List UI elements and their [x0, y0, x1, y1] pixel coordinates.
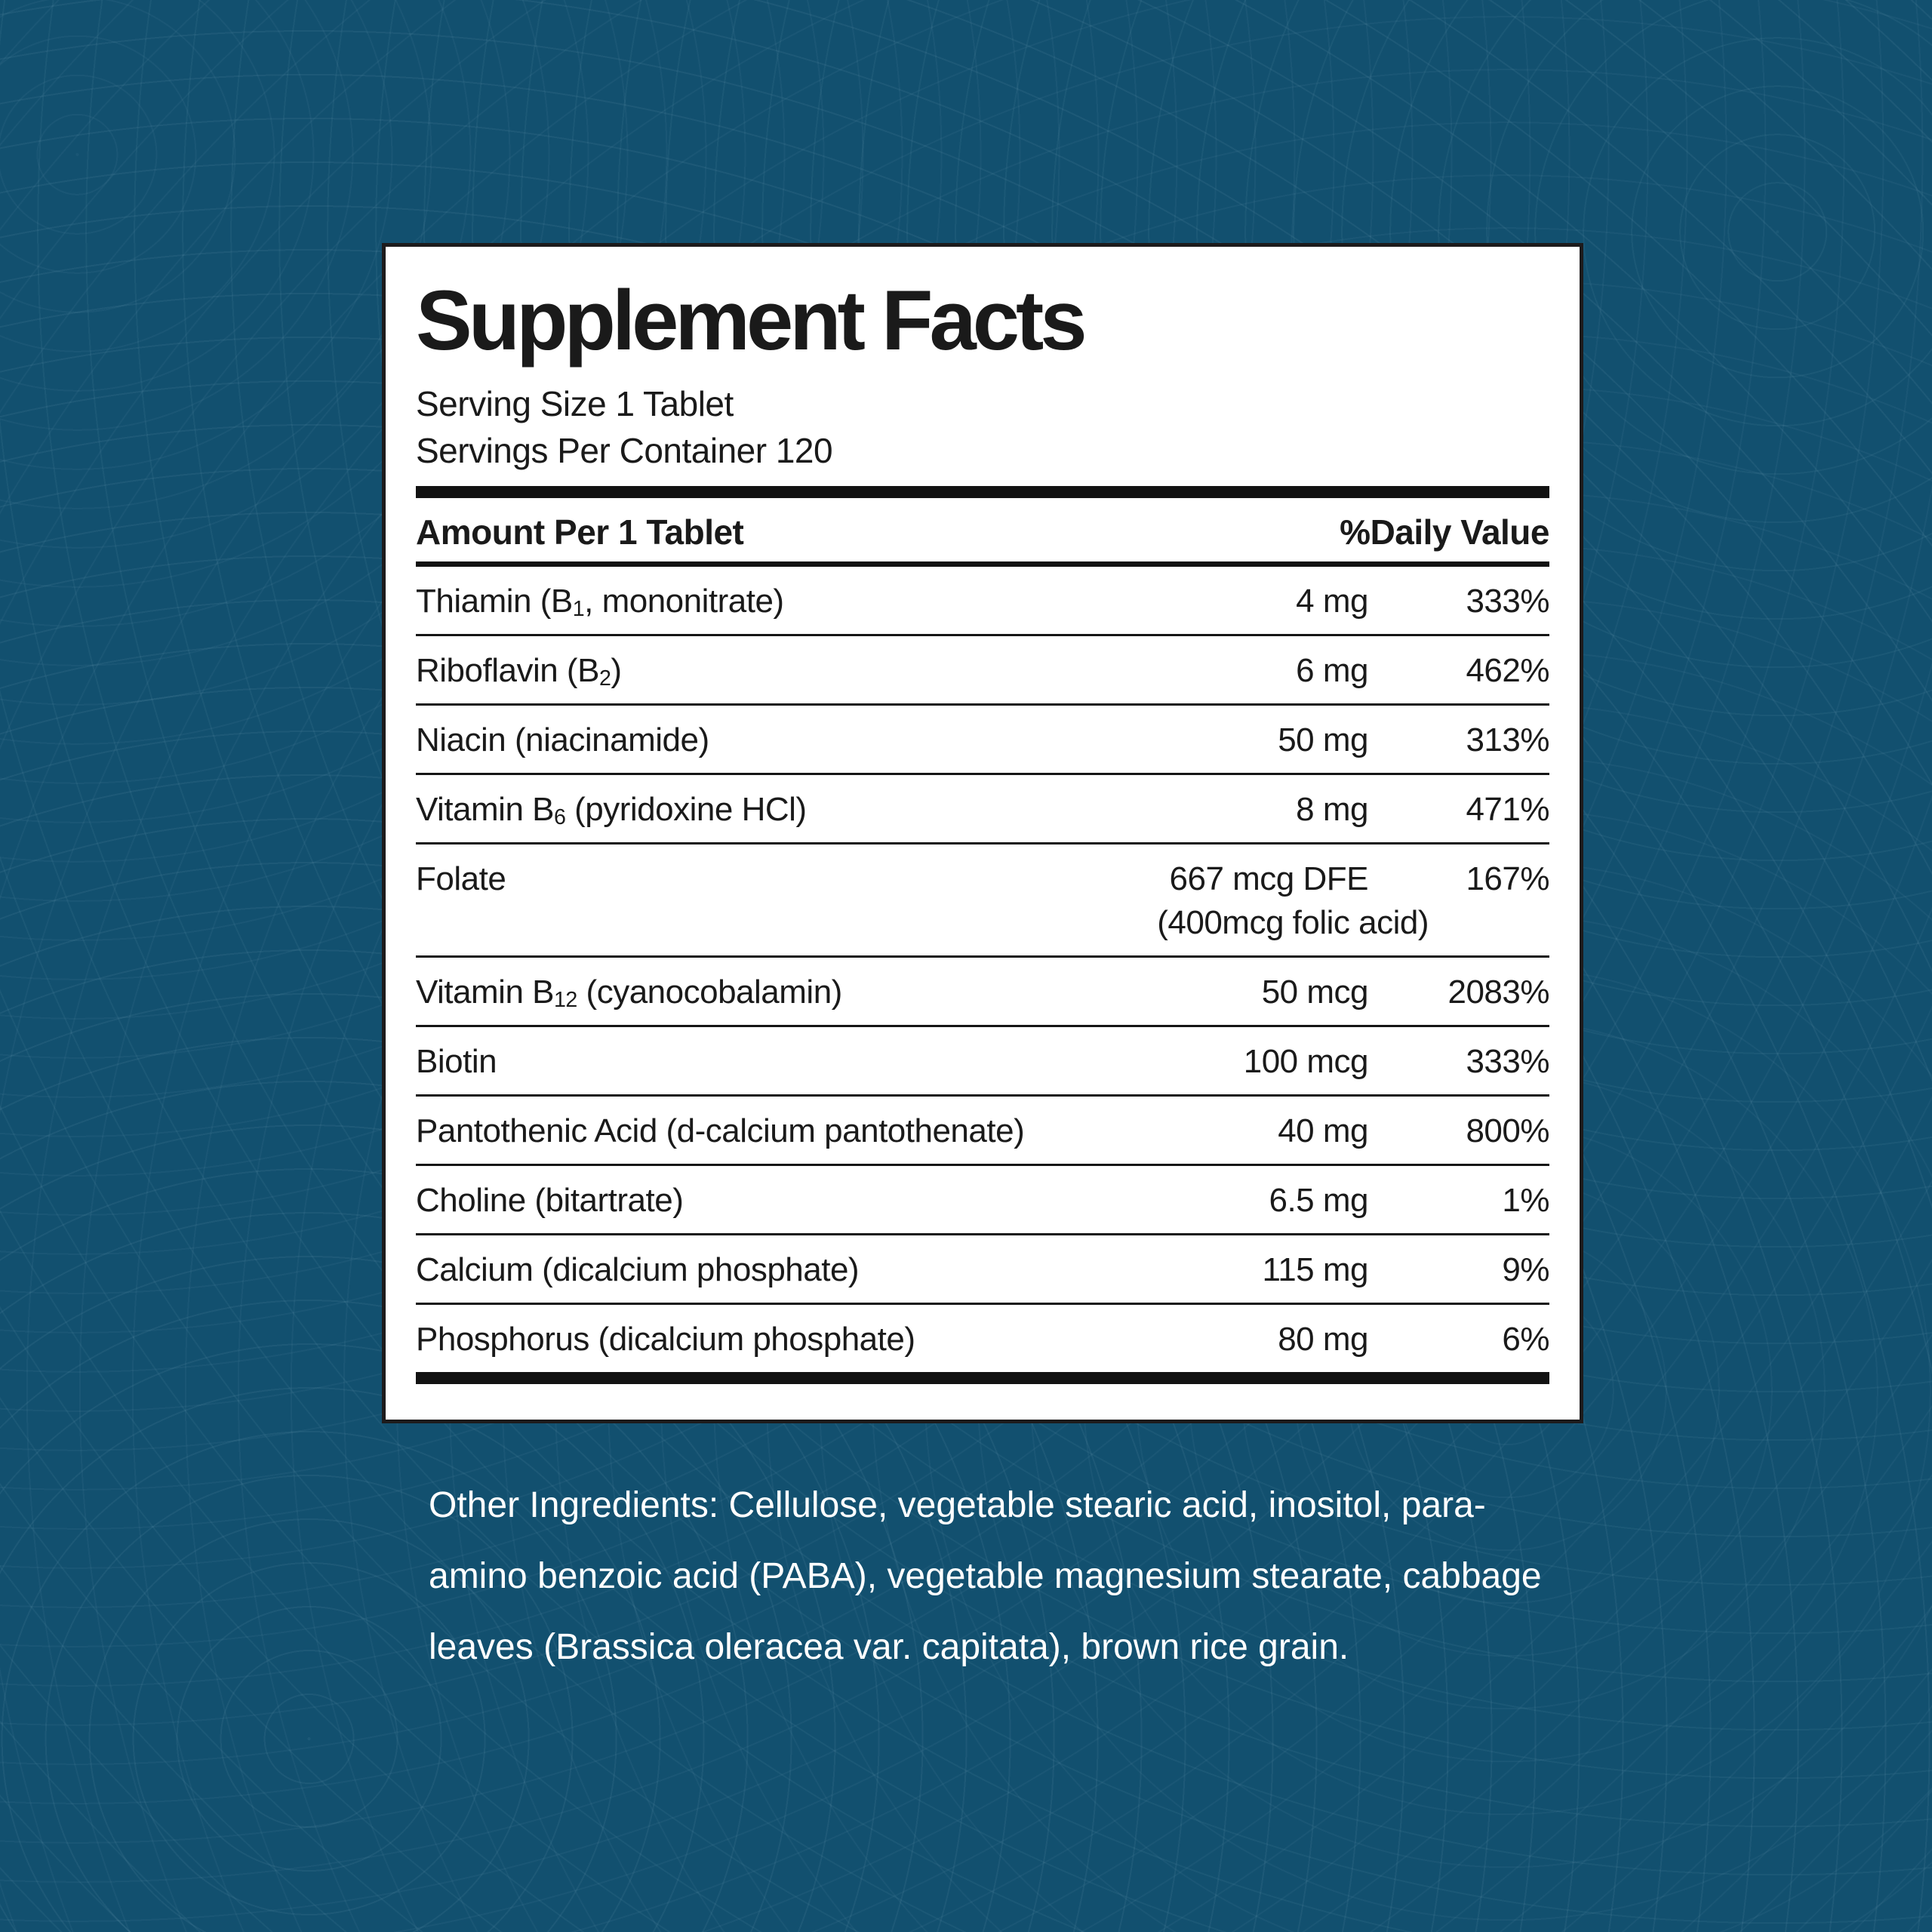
fact-row: Niacin (niacinamide) 50 mg 313%: [416, 706, 1550, 776]
column-header-amount: Amount Per 1 Tablet: [416, 512, 744, 552]
nutrient-amount: 6.5 mg: [1269, 1182, 1368, 1220]
fact-row: Biotin 100 mcg 333%: [416, 1027, 1550, 1097]
nutrient-name: Choline (bitartrate): [416, 1182, 684, 1220]
nutrient-daily-value: 462%: [1466, 652, 1549, 690]
nutrient-daily-value: 6%: [1502, 1321, 1549, 1358]
nutrient-name: Biotin: [416, 1043, 497, 1081]
nutrient-daily-value: 313%: [1466, 721, 1549, 759]
column-header: Amount Per 1 Tablet %Daily Value: [416, 498, 1549, 568]
nutrient-amount: 115 mg: [1262, 1251, 1369, 1289]
fact-row: Vitamin B6 (pyridoxine HCl) 8 mg 471%: [416, 775, 1550, 845]
divider-thick-top: [416, 486, 1549, 499]
facts-rows: Thiamin (B1, mononitrate) 4 mg 333% Ribofla…: [416, 567, 1550, 1372]
nutrient-name: Phosphorus (dicalcium phosphate): [416, 1321, 915, 1358]
nutrient-daily-value: 9%: [1502, 1251, 1549, 1289]
nutrient-daily-value: 333%: [1466, 1043, 1549, 1081]
fact-row: Vitamin B12 (cyanocobalamin) 50 mcg 2083%: [416, 958, 1550, 1028]
fact-row: Choline (bitartrate) 6.5 mg 1%: [416, 1166, 1550, 1236]
nutrient-name: Vitamin B6 (pyridoxine HCl): [416, 791, 807, 830]
other-ingredients: Other Ingredients: Cellulose, vegetable …: [429, 1485, 1542, 1667]
nutrient-amount: 50 mcg: [1261, 974, 1369, 1011]
supplement-facts-panel: Supplement Facts Serving Size 1 Tablet S…: [382, 243, 1583, 1423]
nutrient-name: Pantothenic Acid (d-calcium pantothenate…: [416, 1112, 1025, 1150]
fact-row: Pantothenic Acid (d-calcium pantothenate…: [416, 1097, 1550, 1167]
nutrient-amount: 667 mcg DFE: [1169, 860, 1369, 898]
nutrient-note: (400mcg folic acid): [1157, 904, 1429, 942]
fact-row: Folate 667 mcg DFE 167% (400mcg folic acid): [416, 844, 1550, 958]
nutrient-daily-value: 1%: [1502, 1182, 1549, 1220]
divider-thick-bottom: [416, 1372, 1549, 1385]
panel-title: Supplement Facts: [416, 273, 1088, 368]
nutrient-name: Vitamin B12 (cyanocobalamin): [416, 974, 842, 1013]
nutrient-amount: 40 mg: [1278, 1112, 1368, 1150]
serving-size: Serving Size 1 Tablet: [416, 384, 734, 424]
nutrient-name: Niacin (niacinamide): [416, 721, 709, 759]
nutrient-amount: 8 mg: [1296, 791, 1368, 829]
nutrient-daily-value: 167%: [1466, 860, 1549, 898]
nutrient-amount: 100 mcg: [1243, 1043, 1369, 1081]
nutrient-name: Thiamin (B1, mononitrate): [416, 583, 784, 622]
nutrient-amount: 6 mg: [1296, 652, 1368, 690]
servings-per-container: Servings Per Container 120: [416, 431, 833, 471]
fact-row: Calcium (dicalcium phosphate) 115 mg 9%: [416, 1235, 1550, 1306]
nutrient-amount: 4 mg: [1296, 583, 1368, 620]
fact-row: Phosphorus (dicalcium phosphate) 80 mg 6%: [416, 1305, 1550, 1372]
nutrient-daily-value: 800%: [1466, 1112, 1549, 1150]
nutrient-amount: 50 mg: [1278, 721, 1368, 759]
nutrient-daily-value: 2083%: [1447, 974, 1549, 1011]
nutrient-daily-value: 471%: [1466, 791, 1549, 829]
nutrient-name: Riboflavin (B2): [416, 652, 622, 691]
nutrient-name: Folate: [416, 860, 506, 898]
fact-row: Riboflavin (B2) 6 mg 462%: [416, 636, 1550, 706]
nutrient-name: Calcium (dicalcium phosphate): [416, 1251, 860, 1289]
nutrient-daily-value: 333%: [1466, 583, 1549, 620]
column-header-daily-value: %Daily Value: [1340, 512, 1549, 552]
fact-row: Thiamin (B1, mononitrate) 4 mg 333%: [416, 567, 1550, 637]
nutrient-amount: 80 mg: [1278, 1321, 1368, 1358]
